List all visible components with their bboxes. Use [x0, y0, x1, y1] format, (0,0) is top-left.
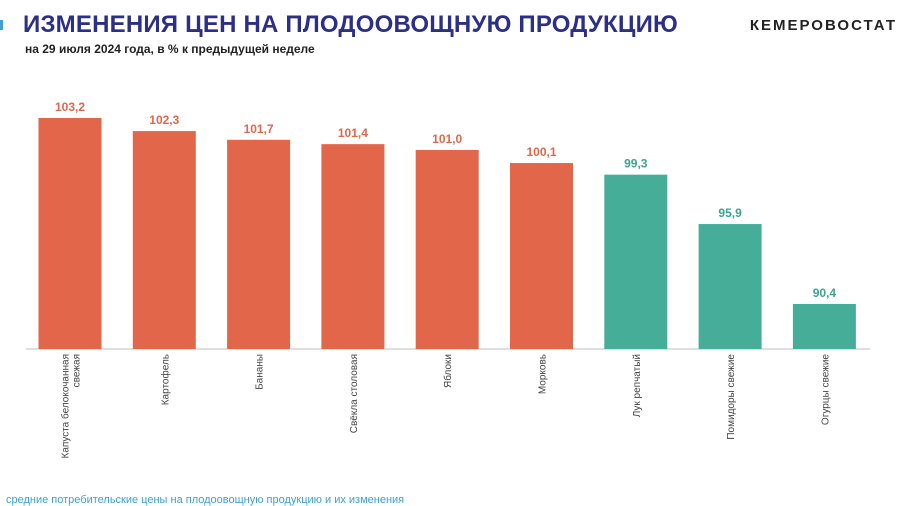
category-label-line: Свёкла столовая	[349, 354, 360, 433]
data-label: 101,0	[432, 132, 462, 146]
category-label: Огурцы свежие	[820, 354, 831, 425]
bar	[415, 149, 479, 349]
data-label: 90,4	[813, 286, 837, 300]
footer-caption: средние потребительские цены на плодоово…	[6, 494, 405, 506]
data-label: 102,3	[149, 113, 179, 127]
category-label-line: Огурцы свежие	[820, 354, 831, 425]
bar	[227, 139, 291, 349]
category-label: Помидоры свежие	[726, 354, 737, 440]
data-label: 99,3	[624, 157, 648, 171]
category-label: Яблоки	[442, 354, 454, 388]
category-label-line: Лук репчатый	[632, 354, 643, 417]
data-label: 103,2	[55, 100, 85, 114]
page-title: ИЗМЕНЕНИЯ ЦЕН НА ПЛОДООВОЩНУЮ ПРОДУКЦИЮ	[23, 11, 679, 38]
category-label: Капуста белокочанная свежая	[60, 354, 83, 458]
bar	[510, 163, 573, 349]
page-subtitle: на 29 июля 2024 года, в % к предыдущей н…	[25, 42, 315, 56]
category-label: Лук репчатый	[632, 354, 643, 417]
data-label: 95,9	[718, 206, 742, 220]
bar	[321, 144, 385, 349]
category-label-line: Яблоки	[442, 354, 454, 388]
bar	[792, 303, 856, 349]
title-accent-bar	[0, 20, 3, 30]
bar	[132, 131, 196, 349]
category-label-line: Капуста белокочанная	[60, 354, 72, 458]
bar	[604, 174, 668, 349]
category-label: Бананы	[255, 354, 266, 390]
category-label: Свёкла столовая	[349, 354, 360, 433]
brand-logo: КЕМЕРОВОСТАТ	[749, 17, 897, 34]
category-label-line: Картофель	[159, 354, 171, 405]
bar	[698, 224, 762, 349]
category-label-line: Помидоры свежие	[726, 354, 737, 440]
bar	[38, 118, 102, 349]
data-label: 100,1	[526, 145, 556, 159]
category-label: Картофель	[159, 354, 171, 405]
category-label-line: свежая	[72, 354, 83, 387]
category-label-line: Морковь	[538, 354, 549, 394]
category-label: Морковь	[538, 354, 549, 394]
data-label: 101,7	[244, 122, 274, 136]
data-label: 101,4	[338, 126, 368, 140]
category-label-line: Бананы	[255, 354, 266, 390]
